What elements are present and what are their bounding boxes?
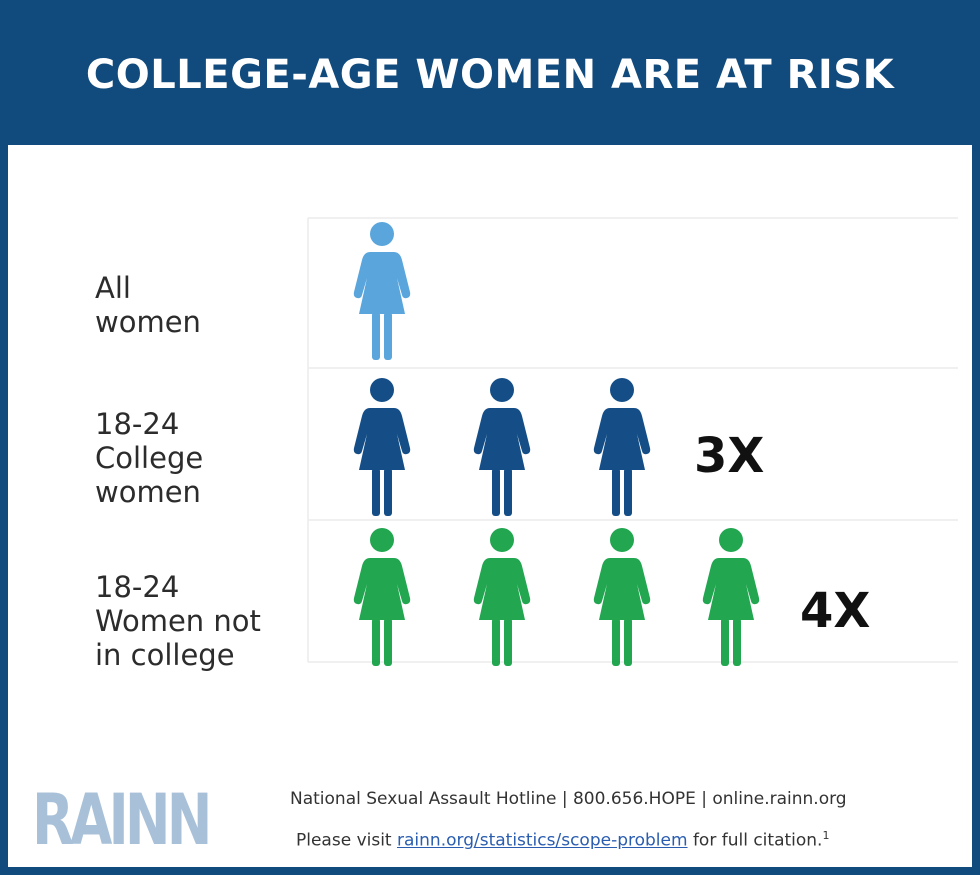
citation-prefix: Please visit — [296, 830, 398, 851]
woman-figure-icon — [593, 378, 651, 516]
woman-figure-icon — [353, 222, 411, 360]
pictograph-row-1 — [353, 378, 651, 516]
hotline-text: National Sexual Assault Hotline | 800.65… — [290, 789, 847, 809]
woman-figure-icon — [473, 378, 531, 516]
woman-figure-icon — [593, 528, 651, 666]
woman-figure-icon — [473, 528, 531, 666]
woman-figure-icon — [702, 528, 760, 666]
woman-figure-icon — [353, 528, 411, 666]
header-banner: COLLEGE-AGE WOMEN ARE AT RISK — [0, 0, 980, 145]
multiplier-label: 3X — [694, 428, 765, 484]
page-title: COLLEGE-AGE WOMEN ARE AT RISK — [85, 51, 895, 98]
citation-link[interactable]: rainn.org/statistics/scope-problem — [397, 830, 688, 851]
pictograph-row-2 — [353, 528, 760, 666]
multiplier-label: 4X — [800, 583, 871, 639]
footnote-marker: 1 — [822, 829, 830, 842]
chart-grid — [307, 217, 958, 663]
row-label: 18-24 Women not in college — [95, 570, 261, 672]
row-label: 18-24 College women — [95, 407, 204, 509]
hotline-line: National Sexual Assault Hotline | 800.65… — [290, 789, 847, 809]
citation-text: Please visit rainn.org/statistics/scope-… — [296, 829, 829, 851]
citation-suffix: for full citation. — [687, 830, 823, 851]
row-label: All women — [95, 271, 201, 339]
pictograph-row-0 — [353, 222, 411, 360]
rainn-logo: RAINN — [32, 779, 212, 861]
woman-figure-icon — [353, 378, 411, 516]
